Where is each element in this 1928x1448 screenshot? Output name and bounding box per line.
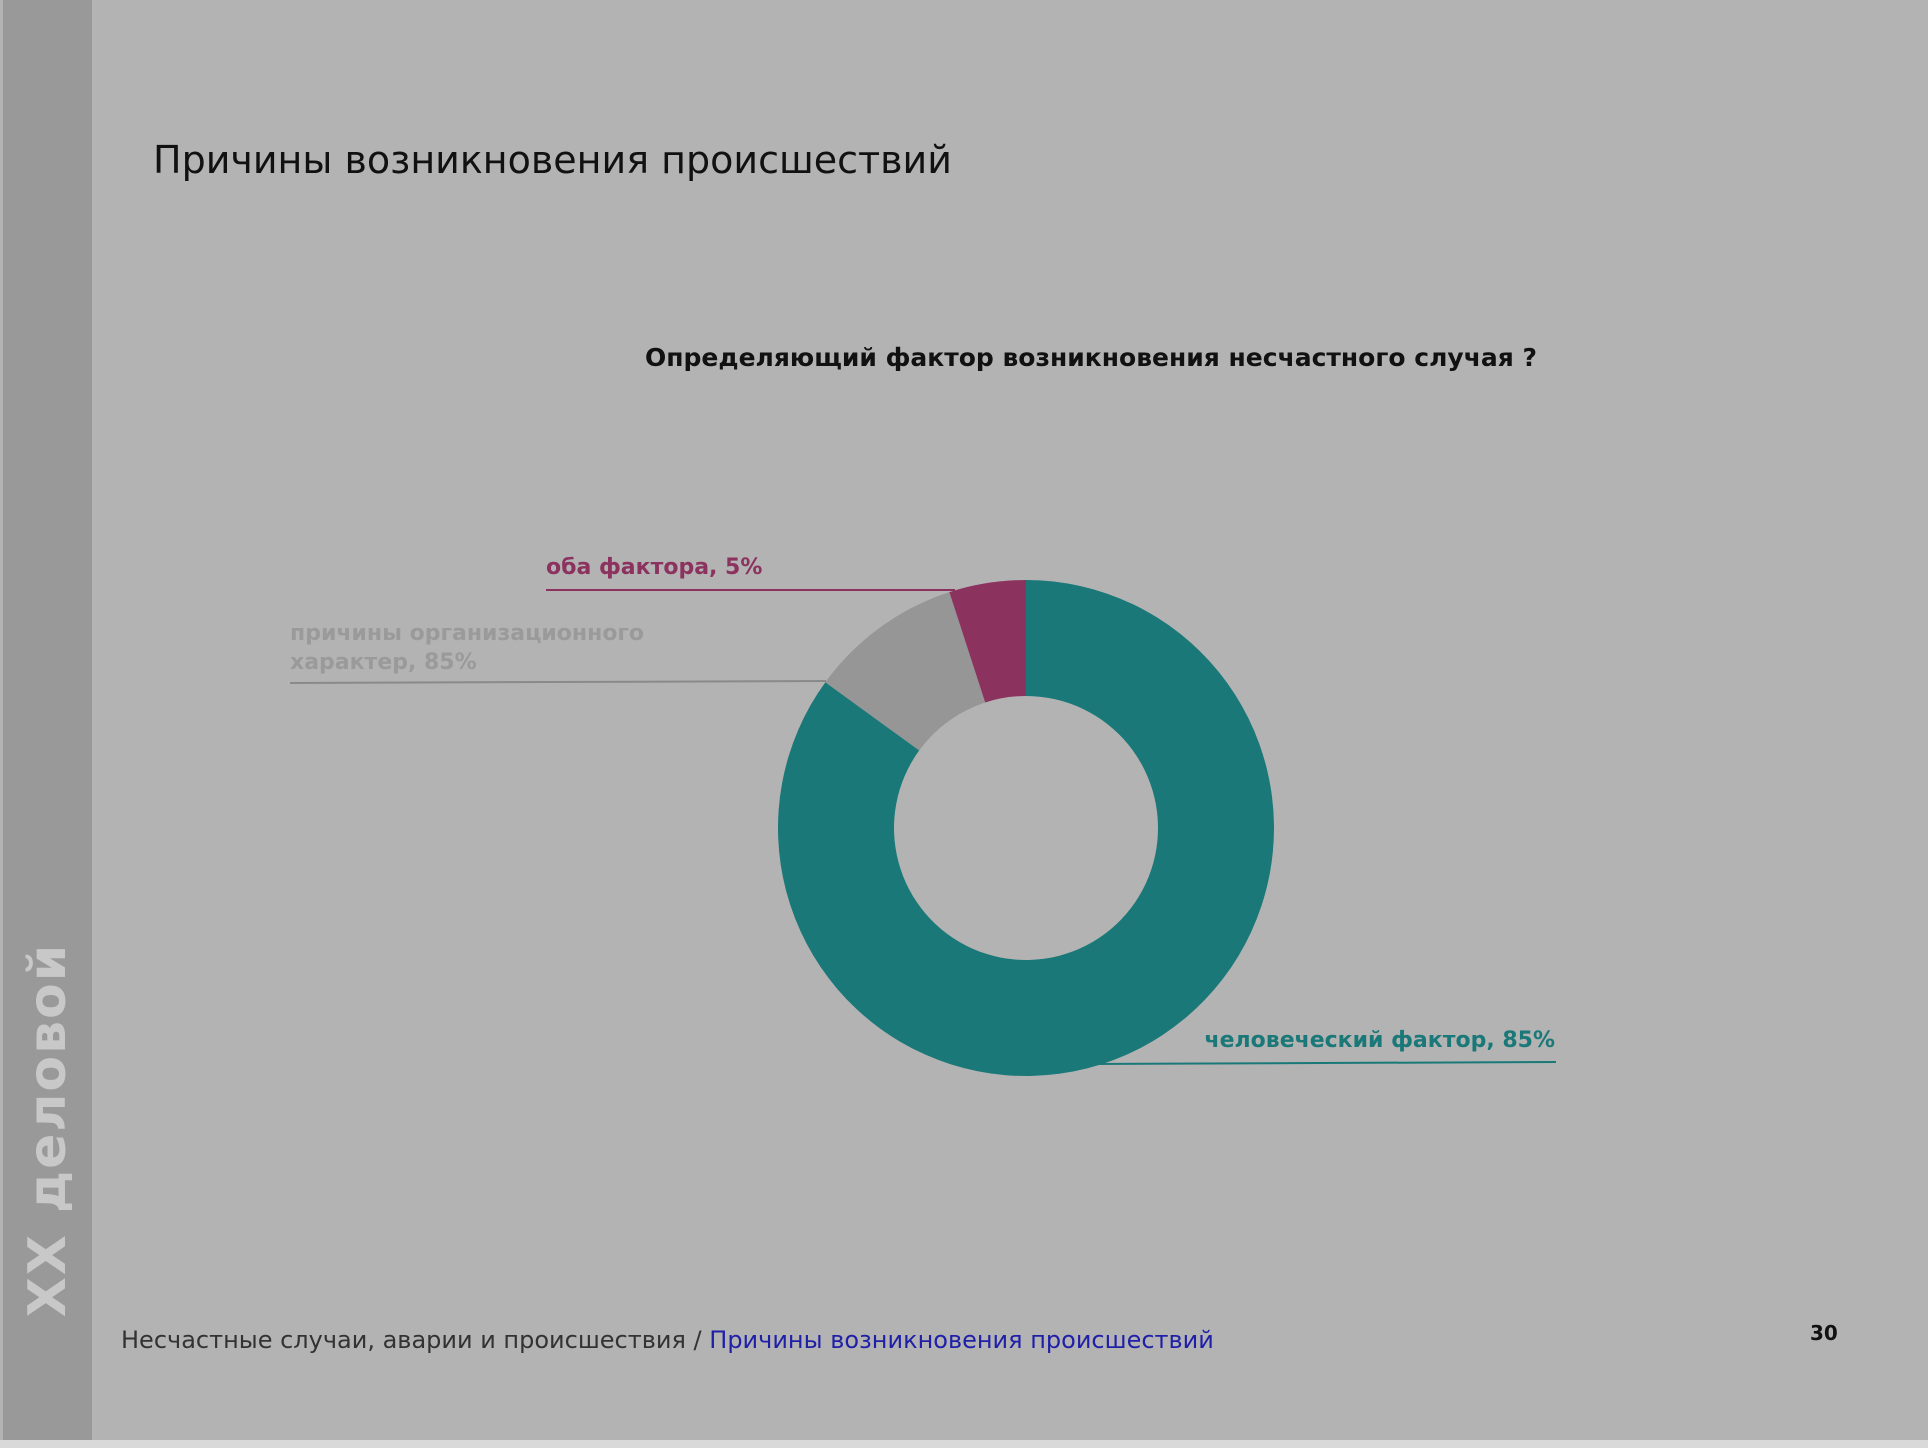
slice-label-human-factor: человеческий фактор, 85% <box>1205 1028 1555 1053</box>
breadcrumb-current[interactable]: Причины возникновения происшествий <box>709 1326 1214 1354</box>
donut-slices <box>778 580 1274 1076</box>
slice-both-factors <box>949 580 1026 703</box>
leader-line-organizational <box>289 680 827 684</box>
slide-edge <box>0 1440 1928 1448</box>
slice-label-organizational-line2: характер, 85% <box>290 650 477 675</box>
slice-label-both-factors: оба фактора, 5% <box>546 555 762 580</box>
leader-line-human-factor <box>1093 1061 1557 1065</box>
slice-label-organizational-line1: причины организационного <box>290 621 644 646</box>
slice-human-factor <box>778 580 1274 1076</box>
sidebar: ХХ деловой <box>3 0 92 1440</box>
slice-organizational <box>825 592 986 751</box>
breadcrumb: Несчастные случаи, аварии и происшествия… <box>121 1326 1214 1354</box>
page-number: 30 <box>1810 1321 1838 1345</box>
breadcrumb-separator: / <box>685 1326 710 1354</box>
breadcrumb-section[interactable]: Несчастные случаи, аварии и происшествия <box>121 1326 686 1354</box>
page-title: Причины возникновения происшествий <box>153 138 952 182</box>
chart-title: Определяющий фактор возникновения несчас… <box>645 343 1538 372</box>
